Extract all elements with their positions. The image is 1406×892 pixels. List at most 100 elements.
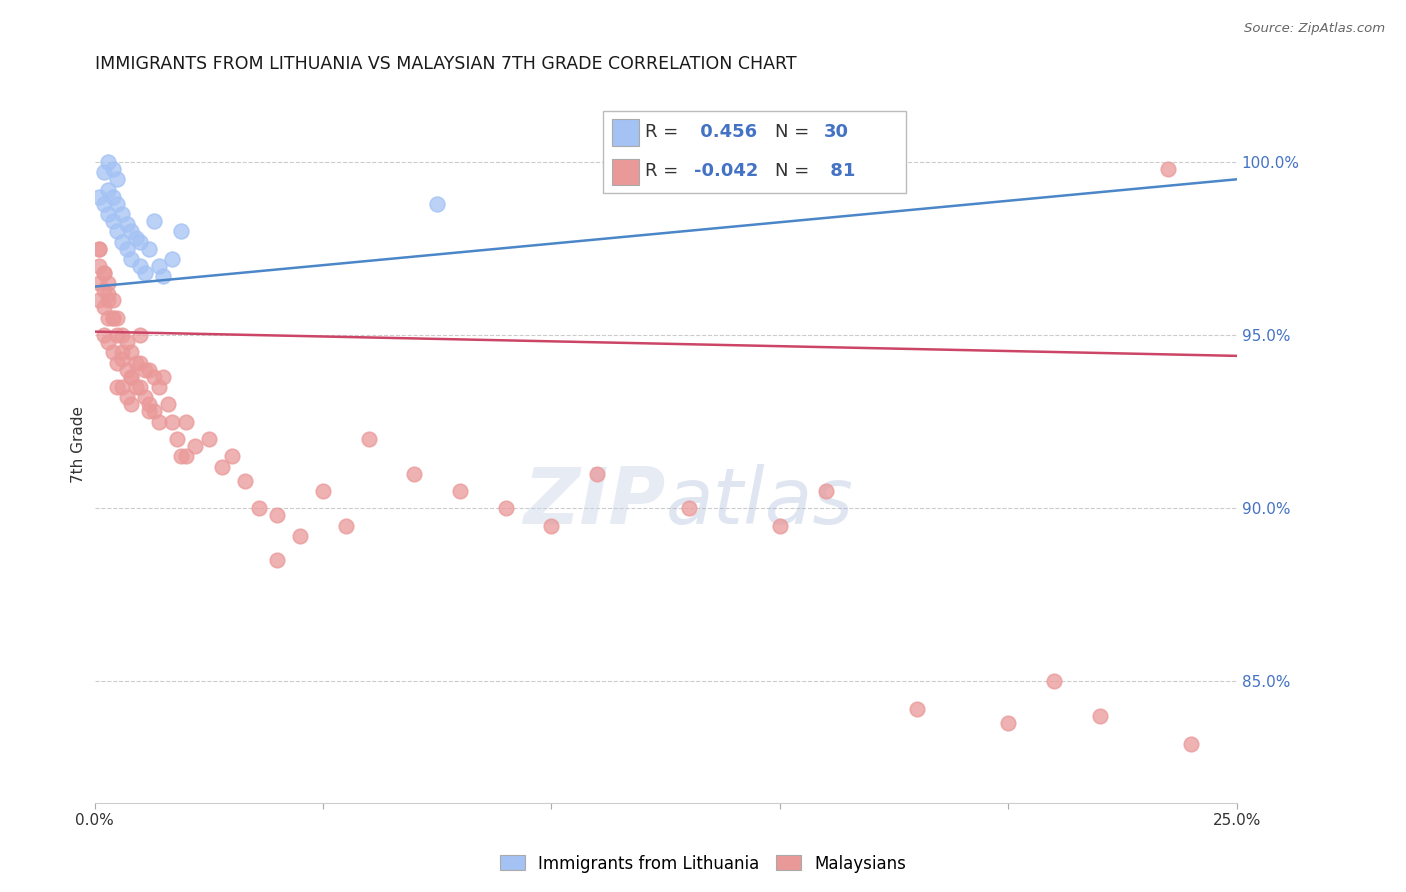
Point: [162, 415, 184, 429]
Point: [495, 501, 517, 516]
Point: [97, 310, 120, 325]
Point: [93, 328, 115, 343]
Point: [115, 242, 138, 256]
Point: [97, 276, 120, 290]
Point: [156, 397, 179, 411]
Legend: Immigrants from Lithuania, Malaysians: Immigrants from Lithuania, Malaysians: [494, 848, 912, 880]
Point: [814, 483, 837, 498]
Point: [107, 356, 129, 370]
Point: [678, 501, 700, 516]
Point: [586, 467, 609, 481]
Point: [221, 450, 243, 464]
Point: [540, 518, 562, 533]
Point: [312, 483, 335, 498]
Point: [107, 172, 129, 186]
Point: [125, 356, 148, 370]
Point: [357, 432, 380, 446]
Point: [335, 518, 357, 533]
Point: [120, 369, 142, 384]
Point: [97, 207, 120, 221]
Point: [93, 196, 115, 211]
Point: [93, 266, 115, 280]
Point: [97, 334, 120, 349]
Point: [111, 328, 134, 343]
Point: [120, 252, 142, 266]
Point: [111, 345, 134, 359]
Point: [107, 196, 129, 211]
Point: [143, 214, 166, 228]
Point: [129, 259, 152, 273]
Point: [211, 459, 233, 474]
Point: [184, 439, 207, 453]
Point: [1157, 161, 1180, 176]
Point: [93, 266, 115, 280]
Point: [134, 266, 156, 280]
Point: [129, 380, 152, 394]
Point: [115, 391, 138, 405]
Point: [174, 450, 197, 464]
Text: atlas: atlas: [665, 464, 853, 540]
Point: [115, 217, 138, 231]
Point: [1088, 709, 1111, 723]
Point: [111, 207, 134, 221]
Point: [120, 224, 142, 238]
Point: [143, 404, 166, 418]
Point: [115, 362, 138, 376]
Point: [905, 702, 928, 716]
Point: [101, 345, 124, 359]
Point: [134, 362, 156, 376]
Point: [997, 715, 1019, 730]
Point: [266, 508, 288, 523]
Point: [101, 214, 124, 228]
Point: [111, 235, 134, 249]
Point: [266, 553, 288, 567]
Point: [97, 183, 120, 197]
Point: [233, 474, 256, 488]
Text: IMMIGRANTS FROM LITHUANIA VS MALAYSIAN 7TH GRADE CORRELATION CHART: IMMIGRANTS FROM LITHUANIA VS MALAYSIAN 7…: [94, 55, 796, 73]
Point: [170, 224, 193, 238]
Point: [101, 189, 124, 203]
Point: [111, 352, 134, 367]
Point: [148, 259, 170, 273]
Point: [107, 328, 129, 343]
Point: [769, 518, 792, 533]
Point: [170, 450, 193, 464]
Point: [152, 369, 174, 384]
Point: [101, 293, 124, 308]
Point: [97, 293, 120, 308]
Point: [101, 310, 124, 325]
Point: [120, 397, 142, 411]
Point: [247, 501, 270, 516]
Point: [404, 467, 426, 481]
Point: [125, 231, 148, 245]
Point: [93, 165, 115, 179]
Point: [115, 334, 138, 349]
Point: [107, 224, 129, 238]
Point: [129, 356, 152, 370]
Point: [143, 369, 166, 384]
Point: [1180, 737, 1202, 751]
Point: [89, 293, 111, 308]
Point: [120, 345, 142, 359]
Point: [129, 328, 152, 343]
Text: ZIP: ZIP: [523, 464, 665, 540]
Point: [152, 269, 174, 284]
Point: [138, 242, 160, 256]
Point: [97, 155, 120, 169]
Point: [1043, 674, 1066, 689]
Point: [120, 369, 142, 384]
Point: [89, 259, 111, 273]
Point: [101, 161, 124, 176]
Point: [97, 286, 120, 301]
Point: [197, 432, 219, 446]
Point: [93, 283, 115, 297]
Point: [148, 380, 170, 394]
Point: [166, 432, 188, 446]
Point: [174, 415, 197, 429]
Point: [125, 380, 148, 394]
Point: [426, 196, 449, 211]
Point: [129, 235, 152, 249]
Point: [107, 380, 129, 394]
Point: [138, 397, 160, 411]
Point: [162, 252, 184, 266]
